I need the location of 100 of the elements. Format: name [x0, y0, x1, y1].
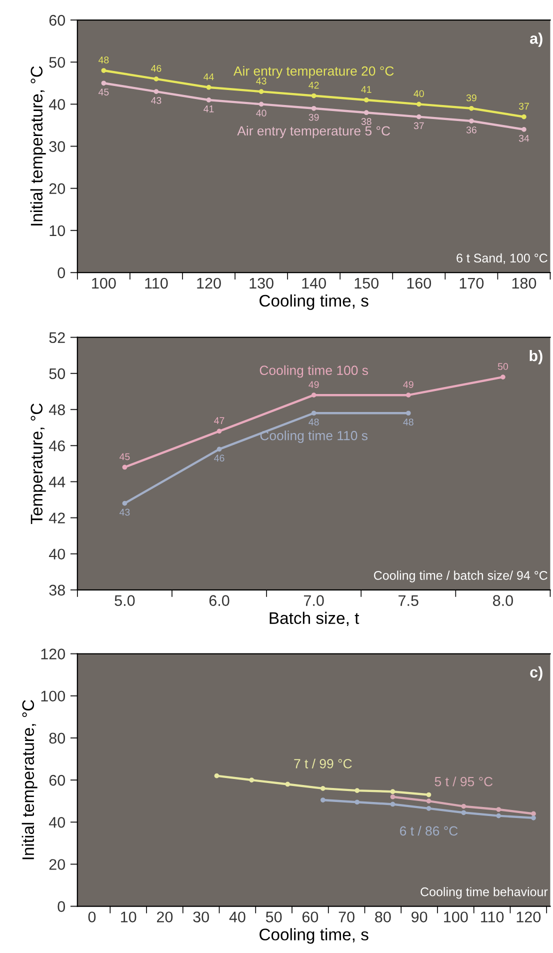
- annotation: Cooling time behaviour: [420, 887, 548, 899]
- x-tick-label: 5.0: [114, 595, 135, 606]
- point: [364, 110, 369, 116]
- point: [500, 374, 506, 380]
- data-label: 40: [414, 90, 424, 98]
- series-label: Cooling time 100 s: [260, 365, 368, 378]
- point: [461, 810, 466, 816]
- annotation: b): [530, 350, 542, 364]
- y-tick-label: 120: [41, 648, 66, 660]
- point: [496, 807, 502, 812]
- y-tick-label: 20: [49, 183, 66, 194]
- x-tick-label: 40: [229, 912, 246, 922]
- x-tick-label: 160: [407, 278, 432, 289]
- data-label: 48: [403, 418, 414, 426]
- point: [311, 410, 316, 416]
- point: [390, 802, 396, 807]
- data-label: 37: [414, 122, 424, 130]
- y-tick-label: 80: [49, 732, 66, 744]
- y-tick-label: 38: [49, 584, 65, 596]
- x-tick-label: 30: [193, 912, 209, 922]
- y-tick-label: 50: [49, 56, 66, 68]
- point: [285, 782, 290, 787]
- x-tick-label: 6.0: [209, 595, 230, 606]
- data-label: 46: [214, 454, 224, 462]
- data-label: 40: [256, 110, 266, 117]
- data-label: 37: [518, 102, 529, 110]
- point: [522, 127, 526, 132]
- x-axis-title: Batch size, t: [270, 612, 360, 626]
- point: [469, 106, 474, 111]
- x-tick-label: 60: [302, 912, 318, 922]
- x-tick-label: 120: [197, 278, 221, 289]
- y-tick-label: 42: [48, 512, 65, 524]
- point: [320, 798, 326, 802]
- y-tick-label: 100: [41, 690, 66, 702]
- y-tick-label: 48: [48, 404, 65, 416]
- y-tick-label: 20: [49, 859, 66, 870]
- annotation: Cooling time / batch size/ 94 °C: [374, 570, 548, 582]
- data-label: 46: [151, 64, 162, 72]
- x-axis-title: Cooling time, s: [260, 928, 368, 944]
- point: [249, 778, 254, 782]
- series-label: 6 t / 86 °C: [400, 826, 458, 836]
- y-tick-label: 60: [49, 774, 66, 786]
- data-label: 45: [120, 453, 130, 460]
- point: [496, 813, 502, 818]
- data-label: 48: [308, 418, 319, 426]
- x-tick-label: 110: [481, 912, 504, 922]
- point: [522, 114, 526, 120]
- x-tick-label: 180: [512, 278, 536, 289]
- y-tick-label: 0: [58, 901, 66, 912]
- point: [311, 392, 316, 398]
- data-label: 36: [466, 126, 476, 134]
- y-tick-label: 60: [49, 14, 66, 26]
- point: [206, 84, 212, 90]
- y-tick-label: 10: [50, 225, 66, 236]
- x-tick-label: 120: [516, 912, 541, 922]
- y-tick-label: 40: [48, 99, 66, 110]
- x-tick-label: 50: [266, 912, 282, 922]
- x-tick-label: 150: [354, 278, 379, 289]
- data-label: 49: [403, 381, 414, 388]
- data-label: 43: [256, 78, 266, 84]
- data-label: 43: [120, 508, 130, 516]
- point: [320, 786, 326, 791]
- point: [206, 98, 212, 102]
- point: [531, 811, 536, 816]
- data-label: 41: [204, 106, 214, 112]
- point: [426, 806, 432, 811]
- data-label: 45: [98, 88, 109, 96]
- point: [461, 804, 466, 809]
- data-label: 34: [518, 134, 530, 142]
- x-tick-label: 80: [375, 912, 391, 922]
- point: [122, 500, 128, 506]
- annotation: a): [530, 32, 542, 47]
- x-tick-label: 8.0: [493, 595, 513, 606]
- series-label: 7 t / 99 °C: [294, 758, 352, 768]
- series-label: Air entry temperature 5 °C: [237, 126, 390, 138]
- point: [258, 102, 264, 107]
- point: [406, 410, 411, 416]
- data-label: 43: [151, 97, 162, 104]
- y-tick-label: 50: [49, 368, 66, 380]
- data-label: 38: [361, 118, 372, 125]
- x-tick-label: 20: [156, 912, 173, 922]
- point: [390, 789, 396, 794]
- x-tick-label: 0: [88, 912, 96, 922]
- point: [354, 800, 360, 805]
- point: [154, 89, 159, 94]
- annotation: 6 t Sand, 100 °C: [456, 253, 548, 264]
- y-axis-title: Initial temperature, °C: [30, 66, 46, 226]
- data-label: 48: [98, 56, 109, 64]
- point: [406, 392, 411, 398]
- point: [258, 89, 264, 94]
- y-tick-label: 46: [48, 440, 65, 452]
- point: [531, 815, 536, 820]
- point: [364, 98, 369, 102]
- point: [122, 464, 128, 470]
- point: [214, 773, 220, 778]
- x-tick-label: 7.0: [304, 595, 324, 606]
- series-label: Air entry temperature 20 °C: [233, 66, 394, 78]
- point: [311, 93, 316, 98]
- point: [101, 80, 106, 86]
- x-tick-label: 100: [92, 278, 116, 289]
